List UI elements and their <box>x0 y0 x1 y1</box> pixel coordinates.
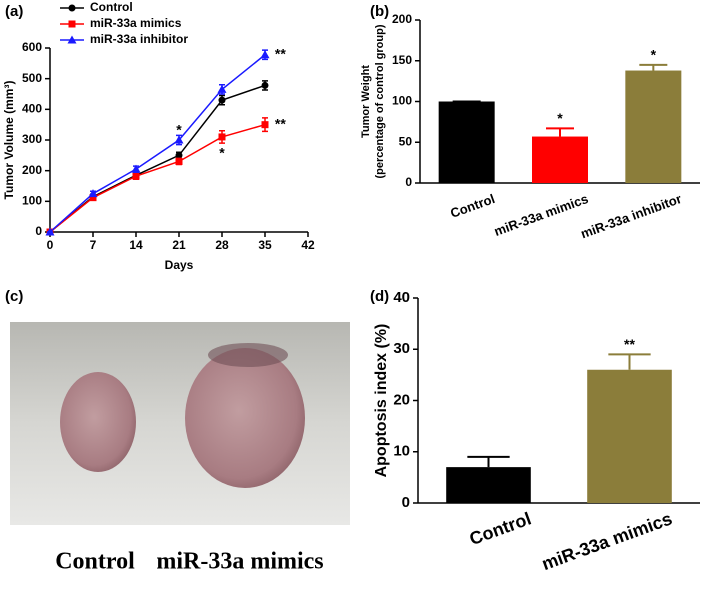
legend-label: miR-33a inhibitor <box>90 32 188 46</box>
series-line <box>49 123 266 233</box>
y-tick-label: 150 <box>392 53 412 67</box>
bar <box>446 467 531 503</box>
y-tick-label: 50 <box>399 134 413 148</box>
error-bar <box>546 127 574 137</box>
series-line <box>49 54 266 233</box>
y-tick-label: 0 <box>402 494 410 511</box>
y-tick-label: 0 <box>405 175 412 189</box>
point <box>89 194 97 202</box>
photo-label: Control <box>55 549 135 575</box>
legend-marker <box>68 20 76 28</box>
bar <box>438 101 495 183</box>
x-tick-label: Control <box>448 191 497 221</box>
y-tick-label: 10 <box>393 443 410 460</box>
legend-label: miR-33a mimics <box>90 16 182 30</box>
y-tick-label: 100 <box>22 194 42 208</box>
y-axis-label: Apoptosis index (%) <box>373 324 390 478</box>
tumor-shadow <box>208 343 288 367</box>
point <box>260 50 270 59</box>
x-tick-label: miR-33a mimics <box>539 508 675 574</box>
point <box>218 133 226 141</box>
annotation: ** <box>624 336 635 352</box>
annotation: * <box>176 122 182 138</box>
x-tick-label: miR-33a inhibitor <box>579 191 684 241</box>
point <box>88 189 98 198</box>
series-line <box>49 84 266 233</box>
legend-marker <box>67 35 77 44</box>
point <box>218 96 226 104</box>
photo-panel: (c) Control miR-33a mimics <box>5 288 350 575</box>
annotation: * <box>219 145 225 161</box>
y-axis-label: Tumor Volume (mm³) <box>2 81 16 200</box>
y-tick-label: 600 <box>22 40 42 54</box>
tumor-control <box>60 372 136 472</box>
tumor-mimics <box>185 348 305 488</box>
error-bar <box>608 353 651 370</box>
panel-label: (a) <box>5 3 23 20</box>
y-tick-label: 500 <box>22 71 42 85</box>
y-tick-label: 40 <box>393 289 410 306</box>
annotation: ** <box>275 115 286 131</box>
y-tick-label: 200 <box>22 163 42 177</box>
x-axis-label: Days <box>165 258 194 272</box>
error-bar <box>467 455 510 468</box>
panel-label: (d) <box>370 288 389 305</box>
annotation: ** <box>275 45 286 61</box>
x-tick-label: 7 <box>90 238 97 252</box>
y-tick-label: 0 <box>35 224 42 238</box>
panel-label: (b) <box>370 3 389 20</box>
x-tick-label: 0 <box>47 238 54 252</box>
y-axis-label: Tumor Weight <box>360 65 372 138</box>
x-tick-label: 14 <box>129 238 143 252</box>
y-axis-label: (percentage of control group) <box>374 24 386 178</box>
x-tick-label: 35 <box>258 238 272 252</box>
error-bar <box>639 63 668 71</box>
point <box>261 121 269 129</box>
bar <box>532 136 588 183</box>
x-tick-label: 21 <box>172 238 186 252</box>
y-tick-label: 400 <box>22 102 42 116</box>
point <box>174 135 184 144</box>
x-tick-label: 42 <box>301 238 315 252</box>
annotation: * <box>557 110 563 126</box>
point <box>175 157 183 165</box>
point <box>131 164 141 173</box>
panel-label: (c) <box>5 288 23 305</box>
y-tick-label: 20 <box>393 391 410 408</box>
legend-label: Control <box>90 0 133 14</box>
y-tick-label: 30 <box>393 340 410 357</box>
y-tick-label: 100 <box>392 94 412 108</box>
x-tick-label: 28 <box>215 238 229 252</box>
point <box>45 227 55 236</box>
y-tick-label: 200 <box>392 12 412 26</box>
x-tick-label: miR-33a mimics <box>492 191 590 239</box>
point <box>175 151 183 159</box>
bar <box>625 70 682 183</box>
legend-marker <box>68 4 76 12</box>
x-tick-label: Control <box>467 508 534 549</box>
y-tick-label: 300 <box>22 132 42 146</box>
bar <box>587 369 672 503</box>
point <box>132 172 140 180</box>
annotation: * <box>651 47 657 63</box>
point <box>261 81 269 89</box>
point <box>217 84 227 93</box>
photo-label: miR-33a mimics <box>156 549 323 575</box>
